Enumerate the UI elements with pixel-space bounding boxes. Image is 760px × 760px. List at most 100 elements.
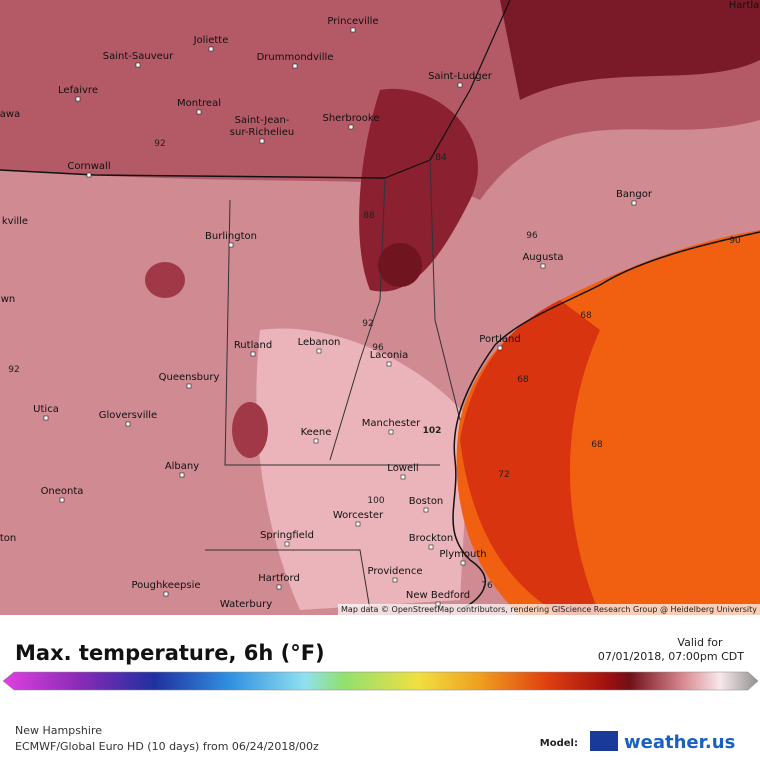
city-label: Brockton xyxy=(409,533,454,544)
city-marker xyxy=(540,263,546,269)
city-label: Boston xyxy=(409,496,444,507)
eu-flag xyxy=(590,731,618,751)
contour-label: 96 xyxy=(372,343,384,353)
city-marker xyxy=(292,63,298,69)
city-label: Poughkeepsie xyxy=(131,580,200,591)
city-marker xyxy=(75,96,81,102)
city-label: Hartla xyxy=(729,0,760,11)
city-label: Saint-Sauveur xyxy=(103,51,174,62)
city-label: Cornwall xyxy=(67,161,110,172)
contour-label: 68 xyxy=(580,311,592,321)
city-label: Oneonta xyxy=(41,486,84,497)
city-label: Plymouth xyxy=(439,549,486,560)
city-marker xyxy=(428,544,434,550)
city-marker xyxy=(135,62,141,68)
city-marker xyxy=(355,521,361,527)
city-label: wn xyxy=(1,294,16,305)
city-label: Keene xyxy=(301,427,332,438)
valid-label: Valid for xyxy=(677,636,723,649)
city-label: Queensbury xyxy=(159,372,220,383)
city-label: Joliette xyxy=(193,35,229,46)
contour-label: 92 xyxy=(362,319,373,329)
contour-label: 96 xyxy=(526,231,538,241)
city-label: Waterbury xyxy=(220,599,272,610)
city-marker xyxy=(86,172,92,178)
city-marker xyxy=(400,474,406,480)
contour-label: 68 xyxy=(591,440,603,450)
city-label: Springfield xyxy=(260,530,314,541)
city-marker xyxy=(196,109,202,115)
city-label: Gloversville xyxy=(99,410,157,421)
city-label: Utica xyxy=(33,404,59,415)
city-label: Lefaivre xyxy=(58,85,98,96)
city-label: Hartford xyxy=(258,573,300,584)
city-label: Lowell xyxy=(387,463,418,474)
city-marker xyxy=(59,497,65,503)
valid-time: 07/01/2018, 07:00pm CDT xyxy=(598,650,744,663)
contour-label: 102 xyxy=(423,426,442,436)
city-label: New Bedford xyxy=(406,590,470,601)
city-marker xyxy=(388,429,394,435)
city-marker xyxy=(125,421,131,427)
contour-label: 92 xyxy=(154,139,165,149)
city-label: Saint-Jean- xyxy=(235,115,290,126)
city-marker xyxy=(460,560,466,566)
city-label: Manchester xyxy=(362,418,421,429)
contour-label: 92 xyxy=(8,365,19,375)
city-label: Rutland xyxy=(234,340,272,351)
contour-label: 84 xyxy=(435,153,447,163)
city-marker xyxy=(497,345,503,351)
contour-label: 90 xyxy=(729,236,741,246)
city-label: Providence xyxy=(367,566,422,577)
city-label: Sherbrooke xyxy=(322,113,379,124)
city-marker xyxy=(179,472,185,478)
city-label: Princeville xyxy=(327,16,378,27)
city-marker xyxy=(163,591,169,597)
city-label: Burlington xyxy=(205,231,257,242)
model-run: ECMWF/Global Euro HD (10 days) from 06/2… xyxy=(15,740,319,753)
city-label: Portland xyxy=(479,334,520,345)
city-marker xyxy=(208,46,214,52)
city-label: Bangor xyxy=(616,189,653,200)
city-label: Augusta xyxy=(522,252,563,263)
city-marker xyxy=(457,82,463,88)
attribution: Map data © OpenStreetMap contributors, r… xyxy=(341,605,757,614)
map: Map data © OpenStreetMap contributors, r… xyxy=(0,0,760,615)
city-marker xyxy=(392,577,398,583)
city-label: Montreal xyxy=(177,98,221,109)
contour-label: 68 xyxy=(517,375,529,385)
contour-label: 76 xyxy=(481,581,493,591)
title: Max. temperature, 6h (°F) xyxy=(15,641,325,665)
city-marker xyxy=(316,348,322,354)
city-marker xyxy=(631,200,637,206)
city-marker xyxy=(228,242,234,248)
city-label: Drummondville xyxy=(257,52,334,63)
city-label: Laconia xyxy=(370,350,409,361)
contour-label: 88 xyxy=(363,211,375,221)
contour-label: 72 xyxy=(498,470,509,480)
city-marker xyxy=(435,601,441,607)
city-marker xyxy=(259,138,265,144)
color-bar xyxy=(2,671,759,691)
city-marker xyxy=(186,383,192,389)
city-label: sur-Richelieu xyxy=(230,127,294,138)
city-marker xyxy=(276,584,282,590)
city-label: ton xyxy=(0,533,16,544)
city-marker xyxy=(348,124,354,130)
city-label: Lebanon xyxy=(298,337,341,348)
city-marker xyxy=(350,27,356,33)
city-marker xyxy=(386,361,392,367)
city-marker xyxy=(313,438,319,444)
city-label: Worcester xyxy=(333,510,384,521)
brand: weather.us xyxy=(624,732,735,753)
region: New Hampshire xyxy=(15,724,102,737)
city-marker xyxy=(423,507,429,513)
city-label: Albany xyxy=(165,461,199,472)
city-label: Saint-Ludger xyxy=(428,71,493,82)
contour-label: 100 xyxy=(367,496,384,506)
city-marker xyxy=(284,541,290,547)
city-marker xyxy=(250,351,256,357)
city-label: awa xyxy=(0,109,20,120)
city-marker xyxy=(43,415,49,421)
